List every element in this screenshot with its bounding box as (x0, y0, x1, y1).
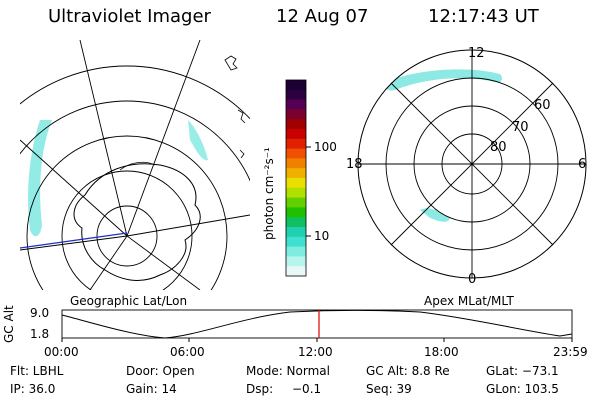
mlt-label-18: 18 (346, 157, 363, 172)
mlt-label-12: 12 (468, 46, 485, 61)
colorbar-segment (286, 266, 306, 277)
colorbar-segment (286, 187, 306, 199)
glon-info: GLon: 103.5 (486, 382, 559, 396)
ip-info: IP: 36.0 (10, 382, 56, 396)
left-panel-caption: Geographic Lat/Lon (70, 294, 188, 308)
colorbar-ticks (306, 146, 311, 237)
colorbar-tick-10: 10 (314, 229, 330, 243)
aurora-emission-left (28, 120, 52, 237)
colorbar-segment (286, 99, 306, 110)
magnetic-polar-plot (357, 49, 587, 279)
colorbar-segment (286, 119, 306, 130)
filter-info: Flt: LBHL (10, 364, 64, 378)
dsp-info: Dsp: (246, 382, 274, 396)
colorbar-segment (286, 178, 306, 189)
lat-label-80: 80 (490, 140, 507, 155)
date-label: 12 Aug 07 (276, 6, 369, 27)
lat-label-60: 60 (534, 98, 551, 113)
colorbar-segment (286, 246, 306, 257)
gain-info: Gain: 14 (126, 382, 177, 396)
altitude-xtick-2: 12:00 (298, 345, 333, 359)
altitude-xtick-3: 18:00 (424, 345, 459, 359)
aurora-emission-right (384, 69, 503, 91)
altitude-xtick-1: 06:00 (170, 345, 205, 359)
altitude-plot (61, 309, 573, 342)
altitude-ytick-high: 9.0 (30, 306, 50, 320)
color-scale-bar (286, 80, 306, 277)
mode-info: Mode: Normal (246, 364, 330, 378)
colorbar-segment (286, 138, 306, 150)
altitude-ylabel: GC Alt (2, 305, 16, 343)
altitude-xtick-4: 23:59 (553, 345, 588, 359)
door-info: Door: Open (126, 364, 195, 378)
colorbar-segment (286, 227, 306, 238)
colorbar-segment (286, 89, 306, 101)
colorbar-segment (286, 217, 306, 228)
glat-info: GLat: −73.1 (486, 364, 559, 378)
instrument-title: Ultraviolet Imager (48, 6, 211, 27)
colorbar-segment (286, 197, 306, 208)
gc-alt-info: GC Alt: 8.8 Re (366, 364, 450, 378)
altitude-xtick-0: 00:00 (44, 345, 79, 359)
altitude-curve (61, 310, 573, 339)
colorbar-segment (286, 148, 306, 159)
colorbar-segment (286, 80, 306, 91)
colorbar-segment (286, 236, 306, 248)
colorbar-segment (286, 207, 306, 218)
dsp-value: −0.1 (292, 382, 322, 396)
right-panel-caption: Apex MLat/MLT (424, 294, 514, 308)
mlt-label-6: 6 (578, 157, 587, 172)
lat-label-70: 70 (512, 120, 529, 135)
track-line (20, 232, 128, 249)
colorbar-tick-100: 100 (314, 140, 337, 154)
altitude-ytick-low: 1.8 (30, 327, 50, 341)
colorbar-segment (286, 129, 306, 140)
mlt-label-0: 0 (468, 272, 477, 287)
colorbar-segment (286, 256, 306, 267)
colorbar-segment (286, 109, 306, 120)
seq-info: Seq: 39 (366, 382, 412, 396)
colorbar-segment (286, 168, 306, 179)
geographic-map (20, 40, 250, 290)
time-label: 12:17:43 UT (428, 6, 539, 27)
colorbar-label: photon cm⁻²s⁻¹ (262, 147, 276, 240)
colorbar-segment (286, 158, 306, 169)
continent-outline (73, 163, 201, 281)
